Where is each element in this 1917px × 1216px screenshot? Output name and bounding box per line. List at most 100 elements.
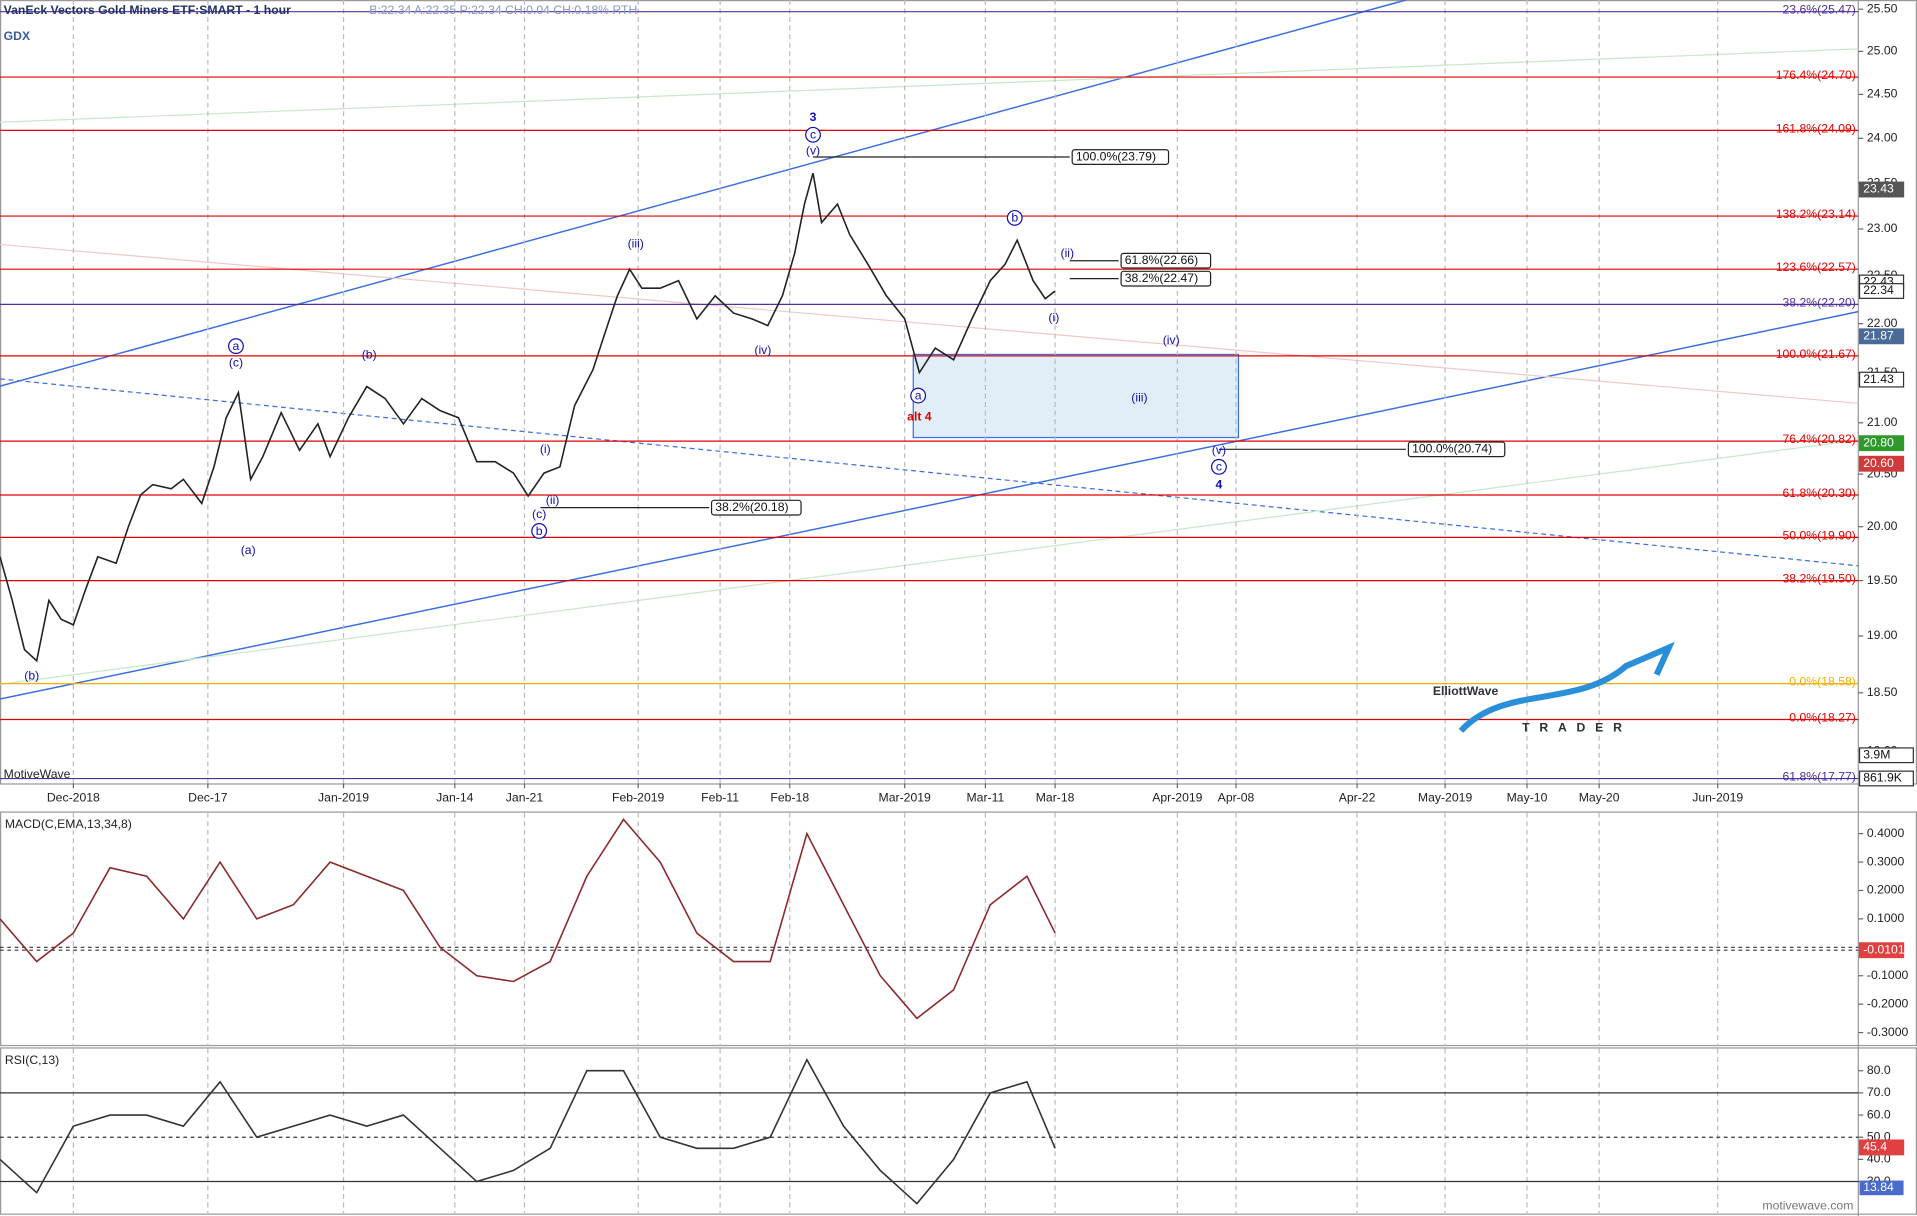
measure-box: [1071, 149, 1170, 165]
wave-label: (i): [1048, 311, 1059, 325]
x-tick-label: Mar-18: [1036, 790, 1075, 804]
price-panel: [0, 0, 1917, 785]
volume-label: 861.9K: [1863, 771, 1903, 785]
wave-label: c: [1216, 460, 1222, 474]
footer: motivewave.com: [1762, 1198, 1853, 1212]
y-tick-label: -0.2000: [1867, 996, 1909, 1010]
y-tick-label: 0.1000: [1867, 911, 1905, 925]
x-tick-label: Dec-17: [188, 790, 228, 804]
y-tick-label: 23.00: [1867, 221, 1898, 235]
axis-box: [1858, 371, 1905, 388]
y-tick-label: 20.00: [1867, 519, 1898, 533]
y-tick-label: 21.00: [1867, 415, 1898, 429]
fib-label: 61.8%(17.77): [1782, 770, 1855, 784]
fib-label: 38.2%(22.20): [1782, 295, 1855, 309]
y-tick-label: 24.00: [1867, 131, 1898, 145]
y-tick-label: 22.00: [1867, 316, 1898, 330]
axis-box: [1859, 1180, 1904, 1196]
fan-line: [0, 48, 1859, 123]
brand: MotiveWave: [4, 767, 71, 781]
measure-box: [1120, 270, 1212, 287]
macd-panel: [0, 811, 1917, 1047]
price-line: [0, 172, 1056, 663]
axis-box: [1858, 455, 1905, 472]
axis-box: [1858, 328, 1905, 345]
volume-box: [1858, 747, 1914, 764]
y-tick-label: 0.4000: [1867, 826, 1905, 840]
wave-label: (c): [532, 507, 546, 521]
x-tick-label: Jun-2019: [1692, 790, 1743, 804]
y-tick-label: 60.0: [1867, 1107, 1891, 1121]
x-tick-label: Mar-2019: [879, 790, 932, 804]
x-tick-label: Jan-14: [436, 790, 474, 804]
wave-label: (b): [362, 348, 377, 362]
wave-label: alt 4: [907, 410, 932, 424]
wave-circle: [805, 126, 821, 143]
y-tick-label: 25.00: [1867, 44, 1898, 58]
wave-label: c: [810, 128, 816, 142]
y-tick-label: 25.50: [1867, 1, 1898, 15]
target-box: [912, 353, 1240, 439]
wave-circle: [1210, 458, 1227, 475]
x-tick-label: Mar-11: [966, 790, 1004, 804]
macd-line: [0, 818, 1056, 1020]
y-tick-label: 70.0: [1867, 1085, 1891, 1099]
measure-label: 38.2%(22.47): [1125, 271, 1198, 285]
wave-label: (a): [241, 543, 256, 557]
rsi-panel: [0, 1047, 1917, 1215]
fib-label: 0.0%(18.27): [1789, 710, 1856, 724]
wave-label: (iv): [754, 343, 771, 357]
fib-label: 50.0%(19.90): [1782, 528, 1855, 542]
axis-box-label: 45.4: [1863, 1140, 1887, 1154]
logo-swoosh: [1458, 641, 1675, 733]
x-tick-label: Feb-11: [701, 790, 739, 804]
measure-label: 61.8%(22.66): [1125, 253, 1198, 267]
fib-label: 0.0%(18.58): [1789, 675, 1856, 689]
wave-label: a: [915, 388, 922, 402]
symbol: GDX: [4, 29, 31, 43]
wave-label: (i): [540, 442, 551, 456]
axis-box-label: 20.60: [1863, 456, 1894, 470]
wave-label: b: [536, 524, 543, 538]
y-tick-label: -0.1000: [1867, 968, 1909, 982]
x-tick-label: Dec-2018: [47, 790, 100, 804]
axis-box: [1858, 435, 1905, 452]
fib-label: 123.6%(22.57): [1776, 260, 1856, 274]
rsi-line: [0, 1057, 1056, 1205]
wave-circle: [531, 523, 548, 539]
axis-box-label: 21.87: [1863, 329, 1894, 343]
x-tick-label: May-2019: [1418, 790, 1473, 804]
measure-label: 38.2%(20.18): [715, 500, 788, 514]
axis-box: [1858, 283, 1905, 299]
wave-label: b: [1011, 211, 1018, 225]
axis-box-label: 13.84: [1863, 1180, 1894, 1194]
y-tick-label: -0.3000: [1867, 1025, 1909, 1039]
fib-label: 38.2%(19.50): [1782, 572, 1855, 586]
fib-label: 23.6%(25.47): [1782, 3, 1855, 17]
fan-line: [0, 243, 1859, 404]
axis-box-label: 23.43: [1863, 182, 1894, 196]
y-tick-label: 19.50: [1867, 573, 1898, 587]
measure-box: [1120, 252, 1212, 269]
measure-box: [1407, 441, 1506, 458]
x-tick-label: May-10: [1507, 790, 1548, 804]
drawings: [0, 0, 1859, 700]
x-tick-label: May-20: [1579, 790, 1620, 804]
wave-label: (iii): [628, 237, 644, 251]
wave-label: (v): [1212, 443, 1226, 457]
panel-title: MACD(C,EMA,13,34,8): [5, 817, 132, 831]
title: VanEck Vectors Gold Miners ETF:SMART - 1…: [4, 3, 291, 17]
wave-label: 3: [810, 110, 817, 124]
x-tick-label: Apr-2019: [1152, 790, 1202, 804]
wave-label: (b): [24, 668, 39, 682]
measure-label: 100.0%(23.79): [1076, 149, 1156, 163]
x-tick-label: Apr-08: [1218, 790, 1255, 804]
wave-label: (v): [806, 144, 820, 158]
volume-label: 3.9M: [1863, 748, 1890, 762]
fib-label: 138.2%(23.14): [1776, 207, 1856, 221]
wave-label: a: [233, 339, 240, 353]
